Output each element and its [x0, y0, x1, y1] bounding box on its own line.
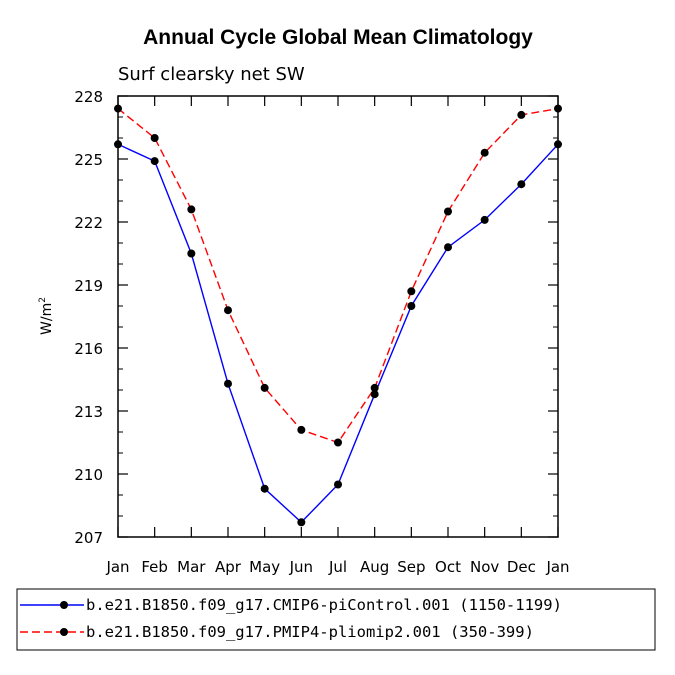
- series-1-point: [187, 205, 196, 214]
- series-1-point: [224, 306, 232, 315]
- chart-title: Annual Cycle Global Mean Climatology: [143, 26, 533, 49]
- legend: b.e21.B1850.f09_g17.CMIP6-piControl.001 …: [16, 588, 656, 651]
- series-0-point: [554, 140, 562, 149]
- legend-box: [16, 588, 656, 651]
- y-tick-label: 222: [74, 214, 103, 232]
- y-tick-label: 213: [74, 403, 103, 421]
- x-tick-label: Apr: [215, 558, 242, 576]
- x-tick-label: Aug: [360, 558, 389, 576]
- series-0-point: [187, 249, 196, 258]
- x-tick-label: Oct: [435, 558, 461, 576]
- x-tick-label: Mar: [177, 558, 206, 576]
- x-tick-label: Sep: [397, 558, 425, 576]
- series-layer: [114, 104, 562, 527]
- plot-frame: [117, 95, 559, 538]
- series-1-point: [554, 104, 562, 113]
- y-tick-label: 210: [74, 466, 103, 484]
- x-tick-label: Feb: [141, 558, 168, 576]
- series-0-point: [444, 243, 452, 252]
- series-1-point: [444, 207, 452, 216]
- chart-subtitle: Surf clearsky net SW: [118, 64, 305, 85]
- y-axis-label: W/m2: [38, 297, 55, 335]
- y-tick-label: 207: [74, 529, 103, 547]
- y-tick-label: 228: [74, 88, 103, 106]
- series-1-point: [407, 287, 416, 296]
- series-0-point: [297, 518, 306, 527]
- series-1-point: [334, 438, 342, 447]
- x-axis: Jan Feb Mar Apr May Jun Jul Aug Sep Oct Nov Dec Jan: [105, 96, 570, 576]
- series-0-point: [260, 484, 269, 493]
- x-tick-label: Jan: [105, 558, 129, 576]
- series-1-point: [260, 383, 269, 392]
- series-1-point: [114, 104, 122, 113]
- series-0-point: [150, 157, 159, 166]
- series-1-point: [150, 134, 159, 142]
- series-1-point: [370, 383, 379, 392]
- legend-marker-piControl: [60, 601, 68, 609]
- series-1-point: [517, 110, 526, 119]
- y-tick-label: 219: [74, 277, 103, 295]
- x-tick-label: Jul: [328, 558, 347, 576]
- y-tick-label: 225: [74, 151, 103, 169]
- y-axis-label-superscript: 2: [38, 297, 48, 303]
- series-line-0: [117, 143, 559, 524]
- series-0-point: [114, 140, 122, 149]
- series-0-point: [370, 390, 379, 399]
- series-0-point: [480, 215, 489, 224]
- series-1-point: [480, 148, 489, 157]
- plot-border: [117, 95, 559, 538]
- legend-label-pliomip2: b.e21.B1850.f09_g17.PMIP4-pliomip2.001 (…: [86, 623, 534, 641]
- y-axis-label-text: W/m: [39, 303, 55, 335]
- legend-marker-pliomip2: [60, 628, 68, 636]
- y-tick-label: 216: [74, 340, 103, 358]
- series-0-point: [517, 180, 526, 189]
- series-0-point: [334, 480, 342, 489]
- legend-label-piControl: b.e21.B1850.f09_g17.CMIP6-piControl.001 …: [86, 596, 562, 614]
- y-axis: 207 210 213 216 219 222 225 228: [74, 88, 558, 547]
- series-line-1: [117, 107, 559, 444]
- x-tick-label: Dec: [507, 558, 536, 576]
- x-tick-label: Jan: [545, 558, 569, 576]
- series-0-point: [407, 302, 416, 310]
- series-0-point: [224, 379, 232, 388]
- series-1-point: [297, 425, 306, 434]
- x-tick-label: Jun: [289, 558, 313, 576]
- x-tick-label: May: [249, 558, 280, 576]
- x-tick-label: Nov: [470, 558, 499, 576]
